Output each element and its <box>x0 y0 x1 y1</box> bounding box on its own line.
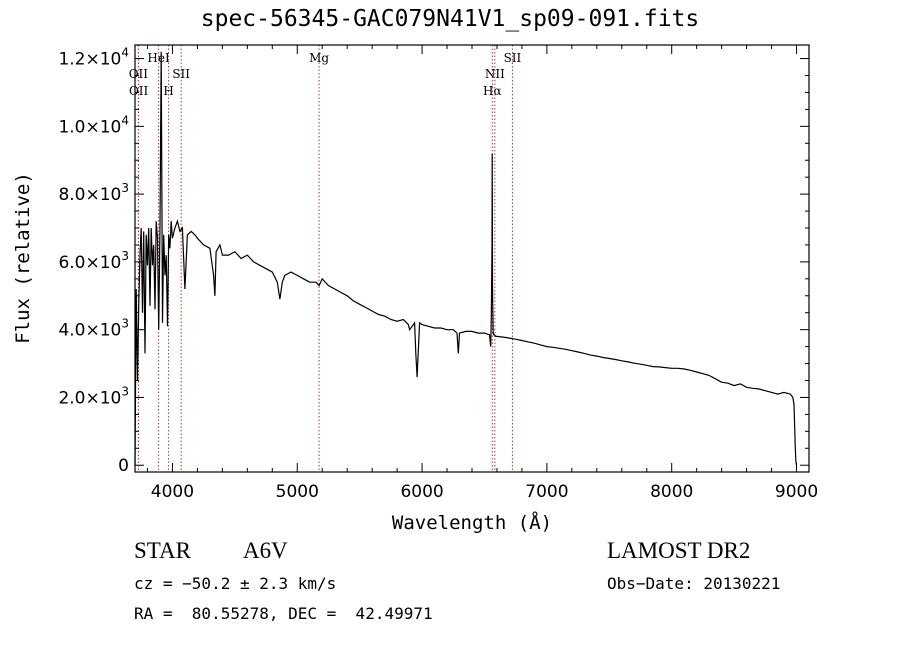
emission-line-label: NII <box>485 67 505 81</box>
y-tick-label: 1.0×104 <box>58 113 129 137</box>
emission-line-label: SII <box>172 67 190 81</box>
emission-line-label: HeI <box>147 51 170 65</box>
redshift-readout: cz = −50.2 ± 2.3 km/s <box>134 574 337 593</box>
obs-date: Obs−Date: 20130221 <box>607 574 781 593</box>
emission-line-label: Mg <box>309 51 329 65</box>
y-tick-label: 1.2×104 <box>58 46 129 70</box>
y-axis-ticks: 0 2.0×103 4.0×103 6.0×103 8.0×103 1.0×104 1.2×… <box>58 46 809 476</box>
spectral-subclass: A6V <box>243 538 288 563</box>
emission-line-label: OII <box>129 67 149 81</box>
emission-line-label: H <box>163 84 173 98</box>
y-tick-label: 2.0×103 <box>58 384 129 408</box>
x-axis-ticks: 4000 5000 6000 7000 8000 9000 <box>146 45 818 502</box>
object-class: STAR <box>134 538 191 563</box>
coordinates-readout: RA = 80.55278, DEC = 42.49971 <box>134 604 433 623</box>
x-tick-label: 4000 <box>151 482 194 502</box>
emission-line-label: OII <box>129 84 149 98</box>
x-tick-label: 9000 <box>775 482 818 502</box>
emission-line-labels: OII OII HeI H SII Mg NII Hα SII <box>129 51 522 98</box>
y-tick-label: 6.0×103 <box>58 249 129 273</box>
emission-line-markers <box>137 45 513 472</box>
survey-name: LAMOST DR2 <box>607 538 751 563</box>
chart-title: spec-56345-GAC079N41V1_sp09-091.fits <box>200 6 700 32</box>
emission-line-label: SII <box>504 51 522 65</box>
x-tick-label: 7000 <box>525 482 568 502</box>
y-axis-label: Flux (relative) <box>12 172 34 344</box>
emission-line-label: Hα <box>483 84 502 98</box>
plot-frame <box>134 44 810 473</box>
x-tick-label: 8000 <box>650 482 693 502</box>
y-tick-label: 4.0×103 <box>58 317 129 341</box>
spectrum-series-line <box>134 51 798 466</box>
x-axis-label: Wavelength (Å) <box>392 511 552 534</box>
y-tick-label: 8.0×103 <box>58 181 129 205</box>
x-tick-label: 5000 <box>276 482 319 502</box>
y-tick-label: 0 <box>118 456 129 476</box>
x-tick-label: 6000 <box>400 482 443 502</box>
